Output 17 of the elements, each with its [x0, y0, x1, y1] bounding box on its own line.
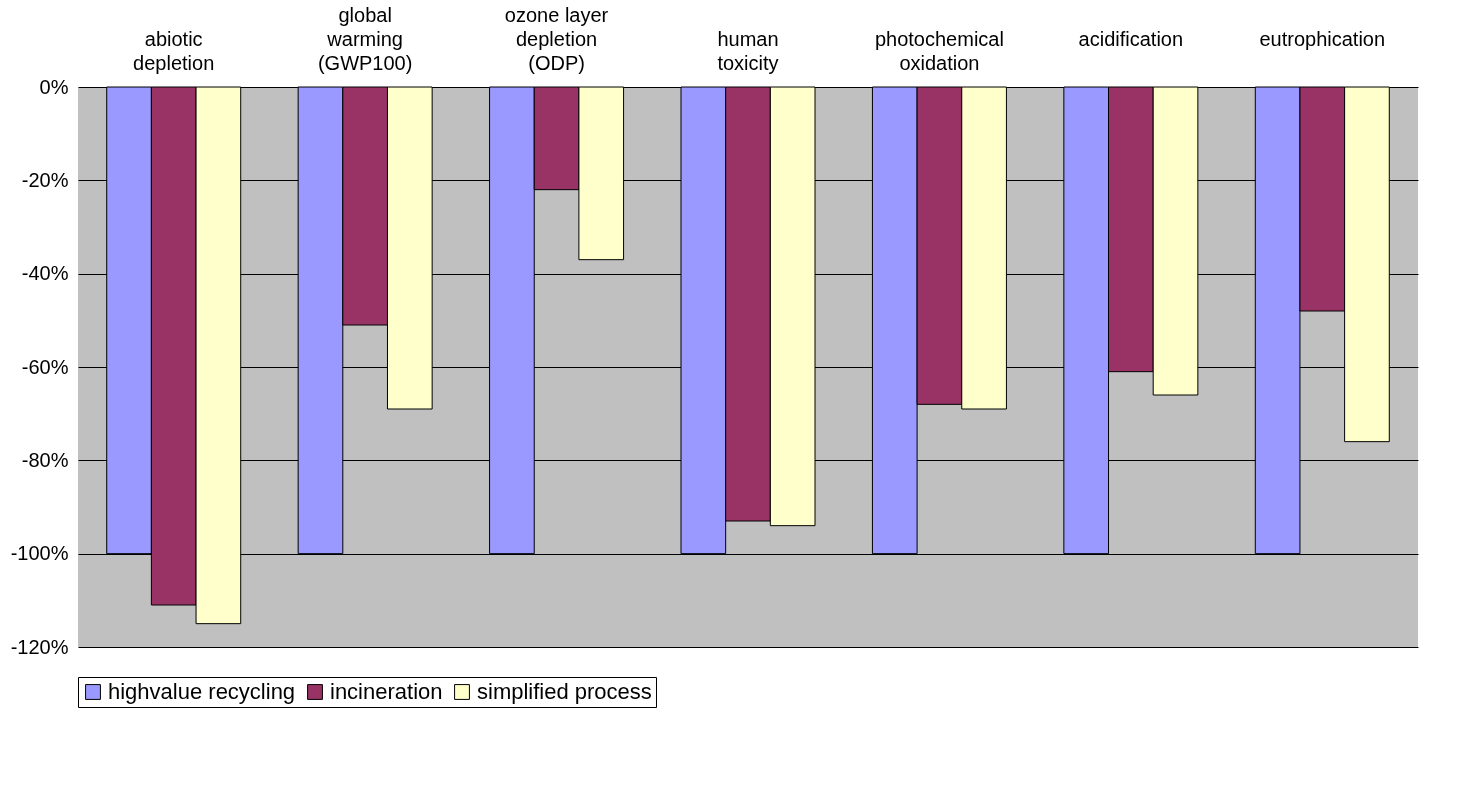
y-tick-label: -40%: [21, 262, 69, 285]
y-tick-label: 0%: [39, 75, 69, 98]
x-tick-label: acidification: [1078, 27, 1184, 50]
x-tick-label: global warming (GWP100): [317, 3, 413, 74]
x-tick-label: human toxicity: [717, 27, 779, 74]
legend-label: incineration: [330, 679, 443, 704]
y-tick-label: -100%: [10, 542, 69, 565]
x-tick-label: photochemical oxidation: [874, 27, 1004, 74]
y-tick-label: -20%: [21, 168, 69, 191]
x-tick-label: ozone layer depletion (ODP): [504, 3, 609, 74]
y-tick-label: -80%: [21, 448, 69, 471]
x-tick-label: eutrophication: [1259, 27, 1386, 50]
y-tick-label: -120%: [10, 635, 69, 658]
legend-label: highvalue recycling: [108, 679, 296, 704]
x-tick-label: abiotic depletion: [133, 27, 215, 74]
legend-label: simplified process: [477, 679, 652, 704]
y-tick-label: -60%: [21, 355, 69, 378]
